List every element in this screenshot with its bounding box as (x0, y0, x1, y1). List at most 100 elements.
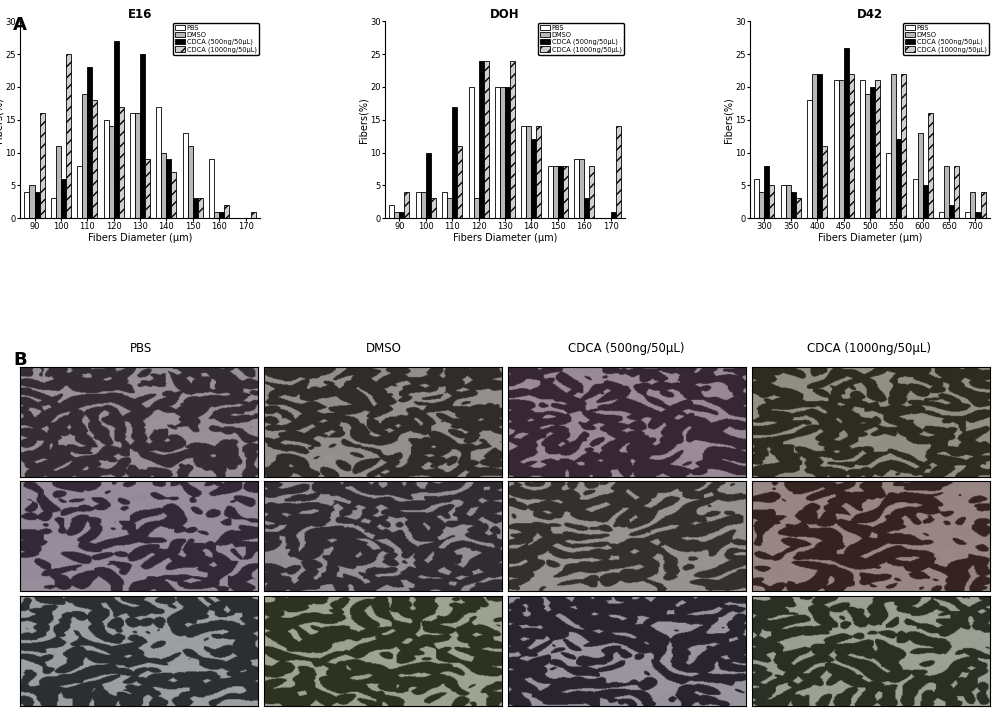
Bar (209, 159, 214, 218)
Bar (822, 146, 827, 218)
Bar (870, 87, 875, 218)
Text: PBS: PBS (130, 342, 152, 355)
Text: DMSO: DMSO (366, 342, 402, 355)
Y-axis label: Fibers(%): Fibers(%) (0, 97, 4, 143)
Bar (754, 179, 759, 218)
Legend: PBS, DMSO, CDCA (500ng/50μL), CDCA (1000ng/50μL): PBS, DMSO, CDCA (500ng/50μL), CDCA (1000… (173, 23, 259, 55)
Bar (918, 133, 923, 218)
Bar (404, 192, 409, 218)
Bar (574, 159, 579, 218)
Bar (584, 198, 589, 218)
Bar (563, 165, 568, 218)
Bar (389, 205, 394, 218)
Bar (839, 81, 844, 218)
Bar (51, 198, 56, 218)
Bar (896, 140, 901, 218)
Bar (500, 87, 505, 218)
Bar (579, 159, 584, 218)
Bar (469, 87, 474, 218)
Bar (807, 100, 812, 218)
Bar (183, 133, 188, 218)
Bar (901, 74, 906, 218)
Bar (944, 165, 949, 218)
Bar (495, 87, 500, 218)
Bar (875, 81, 880, 218)
Bar (219, 212, 224, 218)
Bar (844, 48, 849, 218)
Bar (849, 74, 854, 218)
Bar (764, 165, 769, 218)
Bar (939, 212, 944, 218)
Bar (431, 198, 436, 218)
Bar (510, 61, 515, 218)
Bar (87, 67, 92, 218)
Title: DOH: DOH (490, 9, 520, 21)
Bar (474, 198, 479, 218)
Title: E16: E16 (128, 9, 152, 21)
Bar (193, 198, 198, 218)
Bar (114, 41, 119, 218)
Bar (975, 212, 981, 218)
Bar (526, 126, 531, 218)
Bar (416, 192, 421, 218)
Text: CDCA (1000ng/50μL): CDCA (1000ng/50μL) (807, 342, 931, 355)
Bar (447, 198, 452, 218)
Y-axis label: Fibers(%): Fibers(%) (724, 97, 734, 143)
Bar (35, 192, 40, 218)
Bar (452, 107, 457, 218)
X-axis label: Fibers Diameter (μm): Fibers Diameter (μm) (818, 232, 922, 242)
Bar (759, 192, 764, 218)
Bar (82, 93, 87, 218)
Bar (56, 146, 61, 218)
Text: CDCA (500ng/50μL): CDCA (500ng/50μL) (568, 342, 684, 355)
Bar (786, 185, 791, 218)
Bar (24, 192, 29, 218)
Title: D42: D42 (857, 9, 883, 21)
Bar (251, 212, 256, 218)
Bar (865, 93, 870, 218)
X-axis label: Fibers Diameter (μm): Fibers Diameter (μm) (453, 232, 557, 242)
Bar (484, 61, 489, 218)
Bar (394, 212, 399, 218)
Bar (40, 113, 45, 218)
Bar (891, 74, 896, 218)
Bar (589, 165, 594, 218)
Bar (923, 185, 928, 218)
Bar (616, 126, 621, 218)
Y-axis label: Fibers(%): Fibers(%) (359, 97, 369, 143)
Bar (505, 87, 510, 218)
Bar (198, 198, 203, 218)
Bar (161, 153, 166, 218)
X-axis label: Fibers Diameter (μm): Fibers Diameter (μm) (88, 232, 192, 242)
Bar (928, 113, 933, 218)
Bar (954, 165, 959, 218)
Bar (77, 165, 82, 218)
Bar (536, 126, 541, 218)
Bar (166, 159, 171, 218)
Bar (548, 165, 553, 218)
Bar (130, 113, 135, 218)
Bar (92, 100, 97, 218)
Bar (66, 54, 71, 218)
Bar (135, 113, 140, 218)
Bar (140, 54, 145, 218)
Bar (817, 74, 822, 218)
Bar (886, 153, 891, 218)
Bar (949, 205, 954, 218)
Bar (224, 205, 229, 218)
Bar (981, 192, 986, 218)
Bar (611, 212, 616, 218)
Bar (214, 212, 219, 218)
Bar (781, 185, 786, 218)
Bar (970, 192, 975, 218)
Bar (791, 192, 796, 218)
Bar (119, 107, 124, 218)
Legend: PBS, DMSO, CDCA (500ng/50μL), CDCA (1000ng/50μL): PBS, DMSO, CDCA (500ng/50μL), CDCA (1000… (538, 23, 624, 55)
Bar (796, 198, 801, 218)
Bar (61, 179, 66, 218)
Bar (834, 81, 839, 218)
Bar (965, 212, 970, 218)
Bar (442, 192, 447, 218)
Text: B: B (13, 351, 27, 369)
Bar (479, 61, 484, 218)
